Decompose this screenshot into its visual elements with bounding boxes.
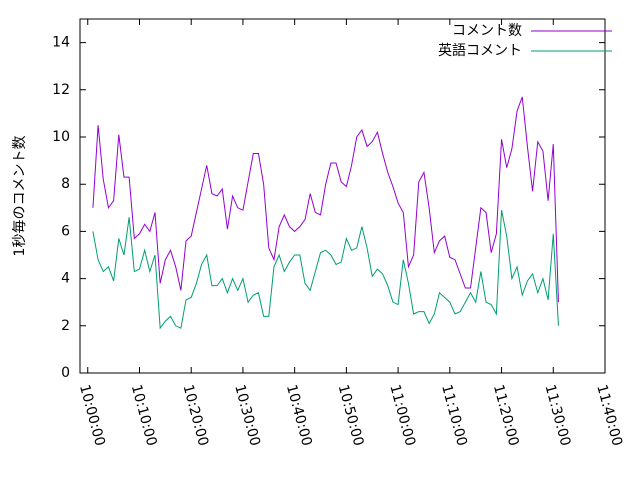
x-tick-label: 11:00:00: [386, 383, 418, 448]
data-line: [92, 210, 559, 330]
x-tick-label: 10:40:00: [283, 383, 315, 448]
x-tick-label: 11:10:00: [438, 383, 470, 448]
x-tick-label: 11:20:00: [490, 383, 522, 448]
y-tick-label: 10: [52, 129, 70, 145]
x-tick-label: 10:50:00: [335, 383, 367, 448]
x-tick-label: 11:30:00: [542, 383, 574, 448]
x-tick-label: 10:00:00: [76, 383, 108, 448]
x-tick-label: 10:20:00: [179, 383, 211, 448]
legend-label: 英語コメント: [438, 42, 522, 59]
data-line: [92, 96, 559, 303]
x-tick-label: 10:10:00: [128, 383, 160, 448]
y-axis-label: 1秒毎のコメント数: [12, 136, 28, 257]
x-tick-label: 10:30:00: [231, 383, 263, 448]
y-tick-label: 2: [61, 318, 70, 334]
y-tick-label: 4: [61, 271, 70, 287]
y-tick-label: 6: [61, 223, 70, 239]
legend-label: コメント数: [452, 23, 522, 39]
x-tick-label: 11:40:00: [593, 383, 625, 448]
y-tick-label: 0: [61, 365, 70, 381]
y-tick-label: 8: [61, 176, 70, 192]
y-tick-label: 14: [52, 35, 70, 51]
plot-frame: [79, 18, 606, 374]
y-tick-label: 12: [52, 82, 70, 98]
